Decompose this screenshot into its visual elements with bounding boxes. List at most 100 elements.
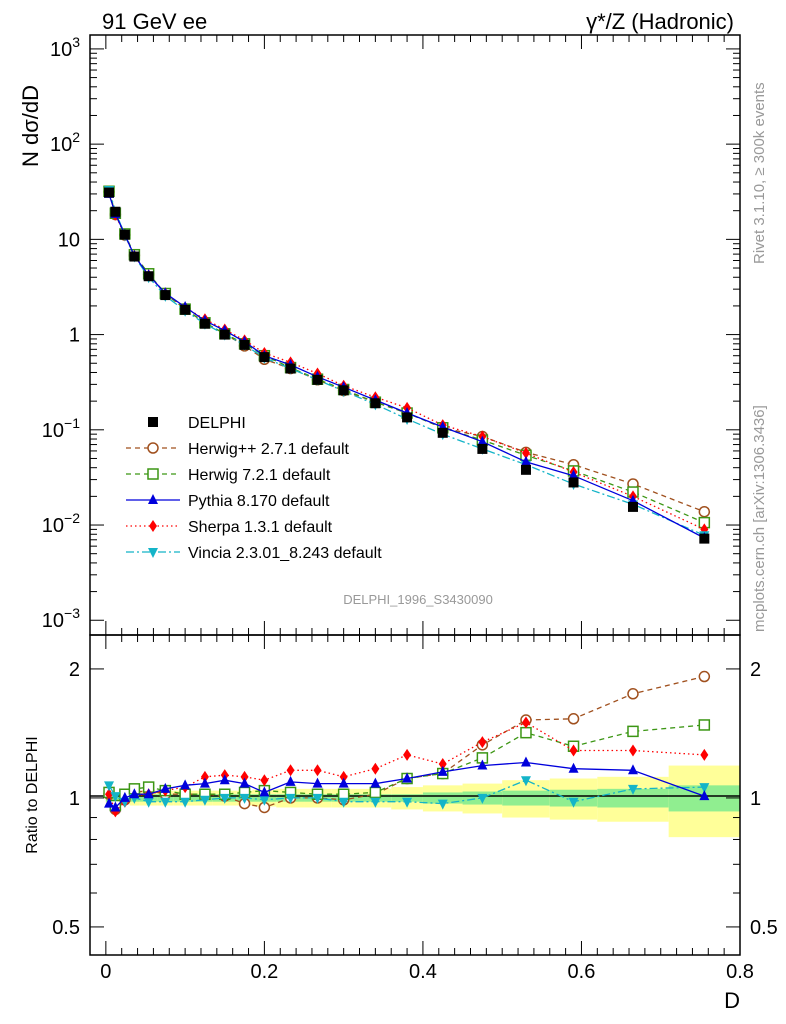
ratio-line-herwig7: [108, 724, 705, 807]
data-point-data: [402, 412, 413, 423]
ratio-ylabel: Ratio to DELPHI: [24, 736, 41, 853]
ratio-point-vincia: [104, 781, 115, 792]
data-point-data: [119, 229, 130, 240]
ratio-line-sherpa: [108, 721, 705, 813]
ratio-point-sherpa: [403, 748, 412, 761]
band-inner: [502, 790, 550, 806]
legend-entry-herwigpp: Herwig++ 2.7.1 default: [126, 441, 350, 458]
ratio-point-sherpa: [478, 736, 487, 749]
ratio-line-herwigpp: [108, 675, 705, 811]
ratio-point-vincia: [568, 797, 579, 808]
ratio-point-sherpa: [339, 770, 348, 783]
data-point-data: [239, 339, 250, 350]
ratio-point-pythia: [143, 788, 154, 799]
ratio-point-pythia: [285, 775, 296, 786]
data-point-data: [520, 464, 531, 475]
header-right-title: γ*/Z (Hadronic): [586, 9, 734, 34]
ratio-point-herwigpp: [567, 713, 580, 725]
data-point-data: [180, 304, 191, 315]
data-point-data: [285, 363, 296, 374]
legend: DELPHI Herwig++ 2.7.1 default Herwig 7.2.1…: [126, 415, 382, 562]
ratio-point-herwig7: [520, 726, 532, 739]
ratio-point-herwig7: [698, 719, 711, 731]
legend-marker-herwig7: [147, 468, 159, 480]
ratio-point-pythia: [477, 759, 488, 770]
data-point-data: [338, 385, 349, 396]
ratio-point-sherpa: [200, 770, 209, 783]
data-point-data: [477, 443, 488, 454]
series-pythia: [104, 187, 710, 543]
ratio-y-tick-label-right: 0.5: [750, 917, 778, 939]
ratio-point-vincia: [199, 795, 210, 806]
ratio-point-vincia: [180, 797, 191, 808]
series-vincia: [104, 185, 710, 542]
ratio-point-herwig7: [627, 725, 639, 738]
ratio-point-pythia: [312, 777, 323, 788]
ratio-point-pythia: [259, 786, 270, 797]
ratio-point-pythia: [520, 756, 531, 767]
data-point-data: [259, 352, 270, 363]
legend-marker-herwigpp: [147, 442, 159, 454]
legend-entry-herwig7: Herwig 7.2.1 default: [126, 467, 331, 484]
data-point-data: [110, 206, 121, 217]
ratio-point-sherpa: [521, 716, 530, 729]
ratio-point-sherpa: [371, 762, 380, 775]
data-point-herwigpp: [698, 505, 711, 518]
band-inner: [422, 792, 463, 804]
ratio-point-pythia: [370, 777, 381, 788]
ratio-point-vincia: [520, 776, 531, 787]
ratio-point-sherpa: [260, 774, 269, 787]
ratio-point-sherpa: [286, 764, 295, 777]
legend-marker-vincia: [148, 548, 158, 558]
header-left-title: 91 GeV ee: [102, 9, 207, 34]
data-point-data: [143, 271, 154, 282]
ratio-point-pythia: [104, 797, 115, 808]
data-point-data: [104, 187, 115, 198]
ratio-y-tick-label: 0.5: [52, 917, 80, 939]
legend-entry-data: DELPHI: [148, 415, 246, 432]
ratio-point-vincia: [143, 797, 154, 808]
legend-marker-data: [148, 417, 158, 427]
ratio-point-pythia: [402, 772, 413, 783]
data-point-pythia: [477, 435, 488, 446]
legend-label-data: DELPHI: [188, 415, 246, 432]
ratio-panel: 0.5 0.51 12 20 0.2 0.4 0.6 0.8 Ratio to DELPHI …: [24, 634, 778, 1013]
x-tick-label: 0.6: [568, 961, 596, 983]
ratio-point-pythia: [568, 762, 579, 773]
band-inner: [597, 788, 669, 808]
data-point-data: [219, 329, 230, 340]
legend-label-pythia: Pythia 8.170 default: [188, 493, 330, 510]
mcplots-label: mcplots.cern.ch [arXiv:1306.3436]: [751, 405, 768, 632]
ratio-y-tick-label-right: 1: [750, 788, 761, 810]
data-point-data: [160, 290, 171, 301]
ratio-point-vincia: [312, 793, 323, 804]
data-point-data: [627, 501, 638, 512]
ratio-line-pythia: [108, 761, 705, 809]
ratio-series-sherpa: [105, 716, 709, 818]
ratio-point-sherpa: [700, 748, 709, 761]
ratio-point-pythia: [129, 788, 140, 799]
data-point-pythia: [568, 469, 579, 480]
ratio-point-vincia: [477, 793, 488, 804]
ratio-point-vincia: [219, 793, 230, 804]
data-point-data: [129, 251, 140, 262]
legend-entry-vincia: Vincia 2.3.01_8.243 default: [126, 545, 382, 562]
ratio-point-sherpa: [240, 770, 249, 783]
y-tick-label: 102: [50, 129, 80, 156]
data-point-data: [312, 374, 323, 385]
ratio-point-pythia: [699, 790, 710, 801]
series-line-herwigpp: [108, 191, 705, 513]
x-axis-label: D: [724, 988, 740, 1013]
legend-label-herwigpp: Herwig++ 2.7.1 default: [188, 441, 350, 458]
ratio-series-layer: [103, 670, 711, 818]
legend-marker-sherpa: [149, 520, 157, 532]
data-point-pythia: [520, 455, 531, 466]
y-tick-label: 103: [50, 34, 80, 61]
ratio-point-pythia: [199, 777, 210, 788]
y-tick-label: 10−2: [42, 510, 80, 537]
ratio-point-sherpa: [438, 757, 447, 770]
ratio-point-vincia: [370, 797, 381, 808]
ratio-point-vincia: [338, 797, 349, 808]
ratio-point-vincia: [437, 799, 448, 810]
